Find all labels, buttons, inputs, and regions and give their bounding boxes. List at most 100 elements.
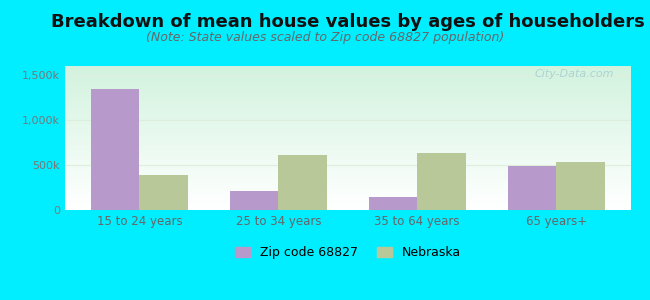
Bar xyxy=(65,141,630,142)
Bar xyxy=(65,86,630,88)
Bar xyxy=(65,174,630,176)
Bar xyxy=(65,129,630,131)
Bar xyxy=(65,66,630,68)
Bar xyxy=(65,100,630,102)
Bar xyxy=(65,170,630,171)
Bar xyxy=(369,197,417,210)
Bar xyxy=(65,73,630,75)
Bar xyxy=(65,115,630,116)
Bar xyxy=(65,70,630,72)
Bar xyxy=(65,88,630,89)
Bar xyxy=(417,153,466,210)
Bar xyxy=(65,85,630,86)
Bar xyxy=(65,191,630,193)
Bar xyxy=(65,148,630,149)
Bar xyxy=(65,98,630,99)
Bar xyxy=(65,160,630,161)
Bar xyxy=(65,158,630,160)
Bar xyxy=(65,200,630,201)
Bar xyxy=(65,131,630,132)
Legend: Zip code 68827, Nebraska: Zip code 68827, Nebraska xyxy=(230,241,465,264)
Bar xyxy=(65,68,630,69)
Bar xyxy=(65,125,630,127)
Bar xyxy=(65,91,630,92)
Bar xyxy=(229,191,278,210)
Bar xyxy=(65,75,630,76)
Bar xyxy=(65,79,630,80)
Bar xyxy=(65,122,630,124)
Bar xyxy=(65,140,630,141)
Bar xyxy=(65,95,630,96)
Bar xyxy=(65,142,630,144)
Bar xyxy=(65,203,630,204)
Bar xyxy=(65,99,630,100)
Bar xyxy=(65,167,630,168)
Bar xyxy=(139,175,188,210)
Bar xyxy=(65,161,630,163)
Bar xyxy=(65,93,630,95)
Bar xyxy=(65,119,630,121)
Bar xyxy=(65,124,630,125)
Bar xyxy=(65,111,630,112)
Bar xyxy=(65,121,630,122)
Bar xyxy=(65,154,630,155)
Bar xyxy=(65,105,630,106)
Bar xyxy=(65,92,630,93)
Bar xyxy=(91,89,139,210)
Bar xyxy=(65,152,630,154)
Bar xyxy=(65,82,630,83)
Bar xyxy=(65,72,630,73)
Bar xyxy=(65,185,630,187)
Bar xyxy=(65,164,630,165)
Bar xyxy=(65,69,630,70)
Bar xyxy=(65,199,630,200)
Bar xyxy=(556,162,604,210)
Bar xyxy=(65,77,630,79)
Bar xyxy=(65,149,630,151)
Bar xyxy=(508,166,556,210)
Bar xyxy=(65,112,630,113)
Bar xyxy=(65,177,630,178)
Bar xyxy=(65,116,630,118)
Bar xyxy=(65,201,630,203)
Bar xyxy=(65,157,630,158)
Bar xyxy=(65,206,630,207)
Bar xyxy=(65,197,630,199)
Title: Breakdown of mean house values by ages of householders: Breakdown of mean house values by ages o… xyxy=(51,13,645,31)
Bar xyxy=(278,155,327,210)
Bar xyxy=(65,127,630,128)
Bar xyxy=(65,181,630,183)
Bar xyxy=(65,168,630,170)
Bar xyxy=(65,83,630,85)
Bar xyxy=(65,136,630,138)
Bar xyxy=(65,188,630,190)
Bar xyxy=(65,118,630,119)
Bar xyxy=(65,113,630,115)
Text: City-Data.com: City-Data.com xyxy=(534,69,614,79)
Bar xyxy=(65,147,630,148)
Text: (Note: State values scaled to Zip code 68827 population): (Note: State values scaled to Zip code 6… xyxy=(146,32,504,44)
Bar xyxy=(65,102,630,104)
Bar xyxy=(65,194,630,196)
Bar xyxy=(65,103,630,105)
Bar xyxy=(65,178,630,180)
Bar xyxy=(65,145,630,147)
Bar xyxy=(65,151,630,152)
Bar xyxy=(65,138,630,140)
Bar xyxy=(65,135,630,136)
Bar xyxy=(65,96,630,98)
Bar xyxy=(65,165,630,167)
Bar xyxy=(65,196,630,197)
Bar xyxy=(65,108,630,109)
Bar xyxy=(65,176,630,177)
Bar xyxy=(65,172,630,174)
Bar xyxy=(65,106,630,108)
Bar xyxy=(65,187,630,188)
Bar xyxy=(65,144,630,145)
Bar xyxy=(65,163,630,164)
Bar xyxy=(65,184,630,185)
Bar xyxy=(65,183,630,184)
Bar xyxy=(65,134,630,135)
Bar xyxy=(65,204,630,206)
Bar xyxy=(65,208,630,210)
